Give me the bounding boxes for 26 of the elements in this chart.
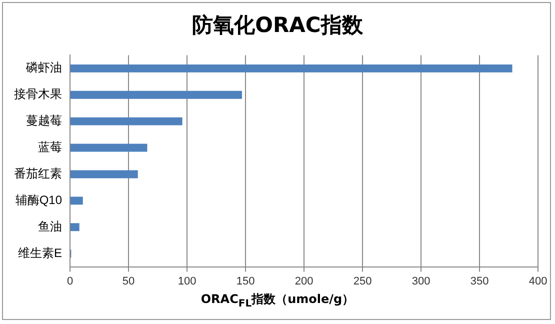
y-tick-label: 番茄红素 <box>14 166 62 181</box>
x-tick-label: 250 <box>353 275 372 288</box>
y-tick-label: 蔓越莓 <box>26 114 62 128</box>
y-tick-label: 鱼油 <box>38 219 62 234</box>
x-tick-label: 0 <box>66 275 74 288</box>
bar <box>70 144 148 152</box>
y-tick-label: 磷虾油 <box>25 60 62 75</box>
bar <box>70 223 80 232</box>
bar <box>70 64 512 72</box>
bar <box>70 196 83 205</box>
y-tick-label: 辅酶Q10 <box>15 192 62 207</box>
y-tick-label: 接骨木果 <box>14 87 62 102</box>
x-tick-label: 50 <box>122 275 135 288</box>
x-tick-label: 400 <box>528 275 548 288</box>
bar <box>70 170 138 178</box>
x-tick-label: 350 <box>470 275 489 288</box>
x-tick-label: 300 <box>412 275 430 288</box>
chart-title: 防氧化ORAC指数 <box>191 12 364 39</box>
x-tick-label: 200 <box>294 275 314 288</box>
x-axis-title: ORAC$_{FL}$指数（umole/g） <box>200 291 356 310</box>
y-tick-label: 维生素E <box>18 246 62 260</box>
x-tick-label: 100 <box>178 275 196 288</box>
bar <box>70 117 182 126</box>
bar <box>70 90 242 99</box>
y-tick-label: 蓝莓 <box>38 140 62 154</box>
x-tick-label: 150 <box>236 275 255 288</box>
